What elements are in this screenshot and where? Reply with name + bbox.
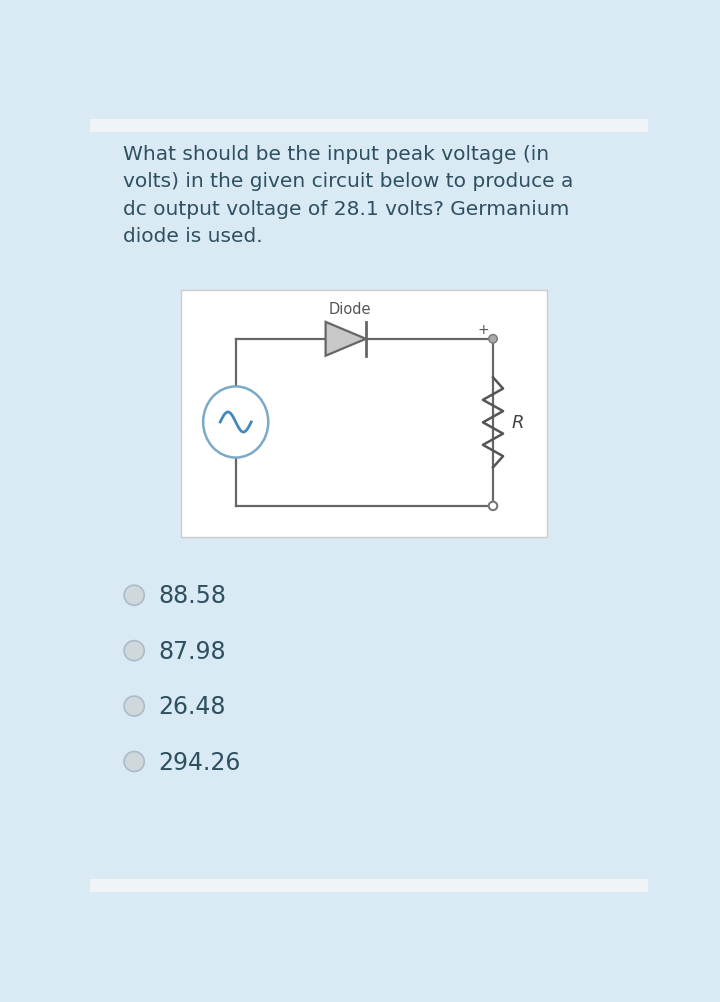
Circle shape: [124, 696, 144, 716]
Text: +: +: [478, 323, 490, 337]
Text: 88.58: 88.58: [158, 583, 226, 607]
Circle shape: [124, 752, 144, 772]
Circle shape: [489, 336, 498, 344]
Circle shape: [124, 641, 144, 661]
Circle shape: [489, 502, 498, 511]
Text: 294.26: 294.26: [158, 749, 240, 774]
Ellipse shape: [203, 387, 269, 458]
Bar: [90, 120, 648, 132]
Text: 26.48: 26.48: [158, 694, 225, 718]
Circle shape: [124, 585, 144, 605]
Text: R: R: [512, 414, 524, 432]
Text: Diode: Diode: [328, 302, 371, 317]
Bar: [181, 291, 547, 537]
Polygon shape: [325, 323, 366, 357]
Text: What should be the input peak voltage (in
volts) in the given circuit below to p: What should be the input peak voltage (i…: [122, 145, 573, 245]
Bar: [90, 880, 648, 892]
Text: 87.98: 87.98: [158, 639, 226, 663]
